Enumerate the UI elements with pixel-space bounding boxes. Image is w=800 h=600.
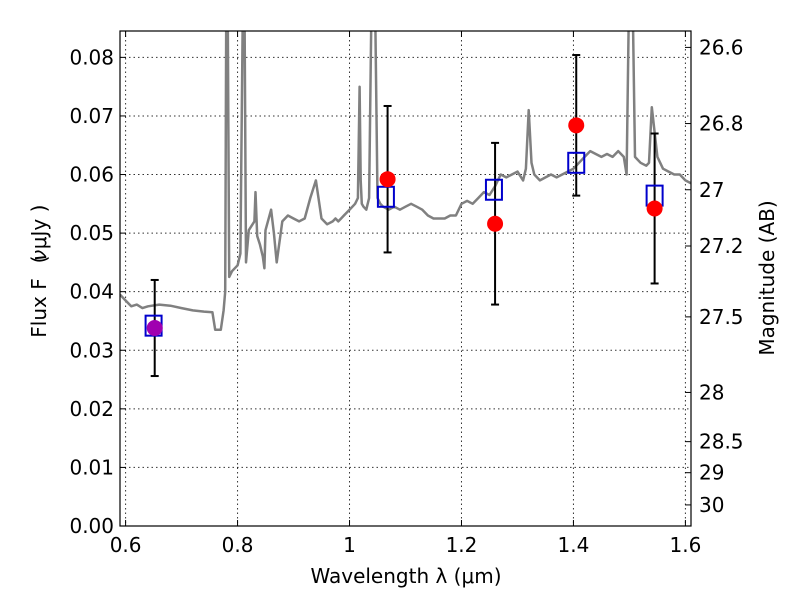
observed-point: [379, 171, 396, 188]
x-tick-label: 0.6: [110, 533, 142, 557]
observed-point: [487, 215, 504, 232]
y2-tick-label: 27.2: [699, 234, 744, 258]
y-tick-label: 0.01: [69, 455, 114, 479]
y-tick-label: 0.04: [69, 280, 114, 304]
spectrum-line: [120, 31, 691, 332]
x-tick-label: 0.8: [222, 533, 254, 557]
observed-point: [146, 320, 163, 336]
x-tick-label: 1.6: [669, 533, 701, 557]
y-axis-title-unit: ( μJy ): [27, 205, 51, 264]
y2-tick-label: 28.5: [699, 430, 744, 454]
y-tick-label: 0.00: [69, 514, 114, 538]
y-axis-title-symbol: ν: [27, 250, 51, 261]
x-tick-label: 1.4: [558, 533, 590, 557]
spectrum-series: [120, 31, 691, 332]
plot-frame: [119, 30, 692, 527]
y-tick-label: 0.05: [69, 221, 114, 245]
markers: [144, 117, 664, 337]
y2-tick-label: 28: [699, 380, 724, 404]
y2-tick-label: 30: [699, 493, 724, 517]
model-point: [567, 151, 586, 174]
y2-tick-label: 27.5: [699, 305, 744, 329]
y2-tick-label: 26.8: [699, 112, 744, 136]
y2-tick-label: 27: [699, 178, 724, 202]
x-axis-title: Wavelength λ (μm): [310, 564, 501, 588]
observed-point: [568, 117, 585, 134]
y-tick-label: 0.07: [69, 104, 114, 128]
y-axis-title-group: Flux F ν ( μJy ): [27, 205, 51, 338]
x-tick-label: 1.2: [446, 533, 478, 557]
y-tick-label: 0.03: [69, 338, 114, 362]
y-tick-label: 0.02: [69, 397, 114, 421]
grid: [120, 31, 691, 527]
y2-tick-label: 26.6: [699, 35, 744, 59]
y-tick-label: 0.06: [69, 163, 114, 187]
y2-axis-title: Magnitude (AB): [755, 200, 779, 355]
model-point: [484, 178, 503, 201]
y-axis-title-text: Flux F: [27, 278, 51, 337]
observed-point: [646, 200, 663, 217]
y-axis-title: Flux F: [27, 278, 51, 337]
ticks: 0.6 0.8 1 1.2 1.4 1.6 0.00 0.01 0.02 0.03 0.04 0.05…: [69, 31, 744, 557]
y-tick-label: 0.08: [69, 45, 114, 69]
y2-tick-label: 29: [699, 461, 724, 485]
x-tick-label: 1: [343, 533, 356, 557]
